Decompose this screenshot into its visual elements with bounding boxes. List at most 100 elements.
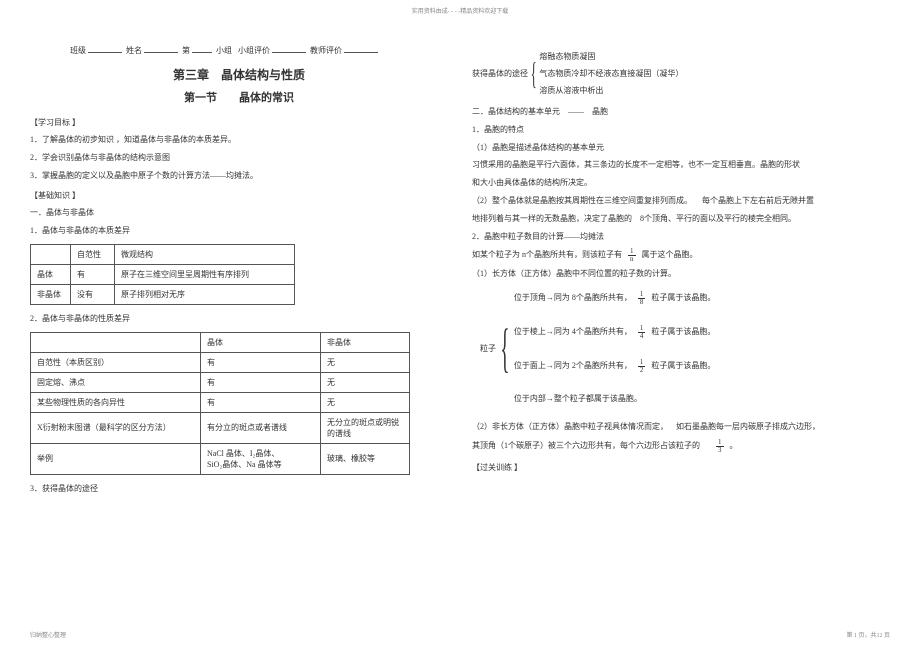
cell: 举例: [31, 443, 201, 474]
route-item: 溶质从溶液中析出: [539, 85, 683, 96]
fraction: 1n: [628, 248, 636, 263]
text: 地排列着与其一样的无数晶胞，决定了晶胞的: [472, 214, 632, 223]
lbl-class: 班级: [70, 46, 86, 55]
heading-2-1: 1．晶胞的特点: [472, 124, 890, 137]
brace-left-icon: {: [531, 61, 537, 87]
lbl-group-eval: 小组评价: [238, 46, 270, 55]
cell: 固定熔、沸点: [31, 372, 201, 392]
cell: [31, 244, 71, 264]
text: 位于顶角→同为 8个晶胞所共有，: [514, 292, 632, 305]
text: （2）整个晶体就是晶胞按其周期性在三维空间重复排列而成。: [472, 196, 692, 205]
text: 8个顶角、平行的面以及平行的棱完全相同。: [640, 214, 796, 223]
para: （1）晶胞是描述晶体结构的基本单元: [472, 142, 890, 155]
right-column: 获得晶体的途径 { 熔融态物质凝固 气态物质冷却不经液态直接凝固（凝华） 溶质从…: [472, 43, 890, 501]
cell: 自范性（本质区别）: [31, 352, 201, 372]
table-properties: 晶体 非晶体 自范性（本质区别） 有 无 固定熔、沸点 有 无 某些物理性质的各…: [30, 332, 410, 475]
text: 其顶角（1个碳原子）被三个六边形共有，每个六边形占该粒子的: [472, 440, 700, 453]
heading-1-1: 1．晶体与非晶体的本质差异: [30, 225, 448, 238]
text: 如石墨晶胞每一层内碳原子排成六边形，: [676, 422, 820, 431]
cell: NaCl 晶体、I₂晶体、 SiO₂晶体、Na 晶体等: [201, 443, 321, 474]
cell: 晶体: [201, 332, 321, 352]
para: 和大小由具体晶体的结构所决定。: [472, 177, 890, 190]
text: （2）非长方体（正方体）晶胞中粒子视具体情况而定，: [472, 422, 668, 431]
route-brace: 获得晶体的途径 { 熔融态物质凝固 气态物质冷却不经液态直接凝固（凝华） 溶质从…: [472, 51, 890, 96]
cell: 无分立的斑点或明锐的谱线: [321, 412, 410, 443]
cell: 无: [321, 352, 410, 372]
brace-left-icon: {: [500, 324, 509, 373]
fraction: 18: [638, 291, 646, 306]
route-item: 熔融态物质凝固: [539, 51, 683, 62]
text: 。: [730, 440, 738, 453]
route-item: 气态物质冷却不经液态直接凝固（凝华）: [539, 68, 683, 79]
left-column: 班级 姓名 第 小组 小组评价 教师评价 第三章 晶体结构与性质 第一节 晶体的…: [30, 43, 448, 501]
cell: 玻璃、橡胶等: [321, 443, 410, 474]
fraction: 13: [716, 439, 724, 454]
cell: 微观结构: [115, 244, 295, 264]
lbl-teacher-eval: 教师评价: [310, 46, 342, 55]
objective-2: 2．学会识别晶体与非晶体的结构示意图: [30, 152, 448, 165]
cell: 自范性: [71, 244, 115, 264]
particle-brace: 粒子 { 位于顶角→同为 8个晶胞所共有， 18 粒子属于该晶胞。 位于棱上→同…: [480, 286, 890, 411]
shared-line: 如某个粒子为 n个晶胞所共有，则该粒子有 1n 属于这个晶胞。: [472, 248, 890, 263]
heading-2-2: 2．晶胞中粒子数目的计算——均摊法: [472, 231, 890, 244]
heading-1: 一．晶体与非晶体: [30, 207, 448, 220]
cell: X衍射粉末图谱（最科学的区分方法）: [31, 412, 201, 443]
title-main: 第三章 晶体结构与性质: [30, 66, 448, 83]
blank: [272, 43, 306, 53]
blank: [344, 43, 378, 53]
page-columns: 班级 姓名 第 小组 小组评价 教师评价 第三章 晶体结构与性质 第一节 晶体的…: [30, 43, 890, 501]
cell: 有: [201, 372, 321, 392]
para: （2）整个晶体就是晶胞按其周期性在三维空间重复排列而成。 每个晶胞上下左右前后无…: [472, 195, 890, 208]
text: 每个晶胞上下左右前后无隙并置: [702, 196, 814, 205]
cell: 无: [321, 392, 410, 412]
text: 如某个粒子为 n个晶胞所共有，则该粒子有: [472, 249, 622, 262]
blank: [144, 43, 178, 53]
objective-3: 3．掌握晶胞的定义以及晶胞中原子个数的计算方法——均摊法。: [30, 170, 448, 183]
text: 粒子属于该晶胞。: [651, 292, 715, 305]
footer-right: 第 1 页，共12 页: [846, 630, 890, 639]
text: 粒子属于该晶胞。: [651, 326, 715, 339]
top-header: 实用资料由成- - - -精品资料欢迎下载: [30, 6, 890, 15]
cell: 某些物理性质的各向异性: [31, 392, 201, 412]
heading-1-2: 2．晶体与非晶体的性质差异: [30, 313, 448, 326]
blank: [88, 43, 122, 53]
cell: 非晶体: [31, 284, 71, 304]
cell: 有: [71, 264, 115, 284]
cell: [31, 332, 201, 352]
text: 属于这个晶胞。: [642, 249, 698, 262]
table-essence: 自范性 微观结构 晶体 有 原子在三维空间里呈周期性有序排列 非晶体 没有 原子…: [30, 244, 295, 305]
training-label: 【过关训练 】: [472, 462, 890, 473]
fraction: 12: [638, 359, 646, 374]
cell-line: SiO₂晶体、Na 晶体等: [207, 459, 314, 470]
route-label: 获得晶体的途径: [472, 68, 528, 79]
particle-items: 位于顶角→同为 8个晶胞所共有， 18 粒子属于该晶胞。 位于棱上→同为 4个晶…: [514, 286, 716, 411]
text: 位于内部→整个粒子都属于该晶胞。: [514, 393, 642, 406]
calc-heading: （1）长方体（正方体）晶胞中不同位置的粒子数的计算。: [472, 268, 890, 281]
para: 习惯采用的晶胞是平行六面体，其三条边的长度不一定相等，也不一定互相垂直。晶胞的形…: [472, 159, 890, 172]
text: 位于面上→同为 2个晶胞所共有，: [514, 360, 632, 373]
lbl-di: 第: [182, 46, 190, 55]
blank: [192, 43, 212, 53]
para: （2）非长方体（正方体）晶胞中粒子视具体情况而定， 如石墨晶胞每一层内碳原子排成…: [472, 421, 890, 434]
heading-1-3: 3．获得晶体的途径: [30, 483, 448, 496]
cell: 有分立的斑点或者谱线: [201, 412, 321, 443]
basics-label: 【基础知识 】: [30, 190, 448, 201]
cell-line: NaCl 晶体、I₂晶体、: [207, 448, 314, 459]
cell: 有: [201, 392, 321, 412]
particle-item: 位于顶角→同为 8个晶胞所共有， 18 粒子属于该晶胞。: [514, 291, 716, 306]
cell: 晶体: [31, 264, 71, 284]
cell: 有: [201, 352, 321, 372]
objective-1: 1．了解晶体的初步知识 ，知道晶体与非晶体的本质差异。: [30, 134, 448, 147]
cell: 没有: [71, 284, 115, 304]
objectives-label: 【学习目标 】: [30, 117, 448, 128]
fraction: 14: [638, 325, 646, 340]
particle-label: 粒子: [480, 343, 496, 354]
heading-2: 二．晶体结构的基本单元 —— 晶胞: [472, 106, 890, 119]
para: 其顶角（1个碳原子）被三个六边形共有，每个六边形占该粒子的 13 。: [472, 439, 890, 454]
cell: 原子在三维空间里呈周期性有序排列: [115, 264, 295, 284]
text: 粒子属于该晶胞。: [651, 360, 715, 373]
para: 地排列着与其一样的无数晶胞，决定了晶胞的 8个顶角、平行的面以及平行的棱完全相同…: [472, 213, 890, 226]
cell: 原子排列相对无序: [115, 284, 295, 304]
particle-item: 位于面上→同为 2个晶胞所共有， 12 粒子属于该晶胞。: [514, 359, 716, 374]
particle-item: 位于棱上→同为 4个晶胞所共有， 14 粒子属于该晶胞。: [514, 325, 716, 340]
